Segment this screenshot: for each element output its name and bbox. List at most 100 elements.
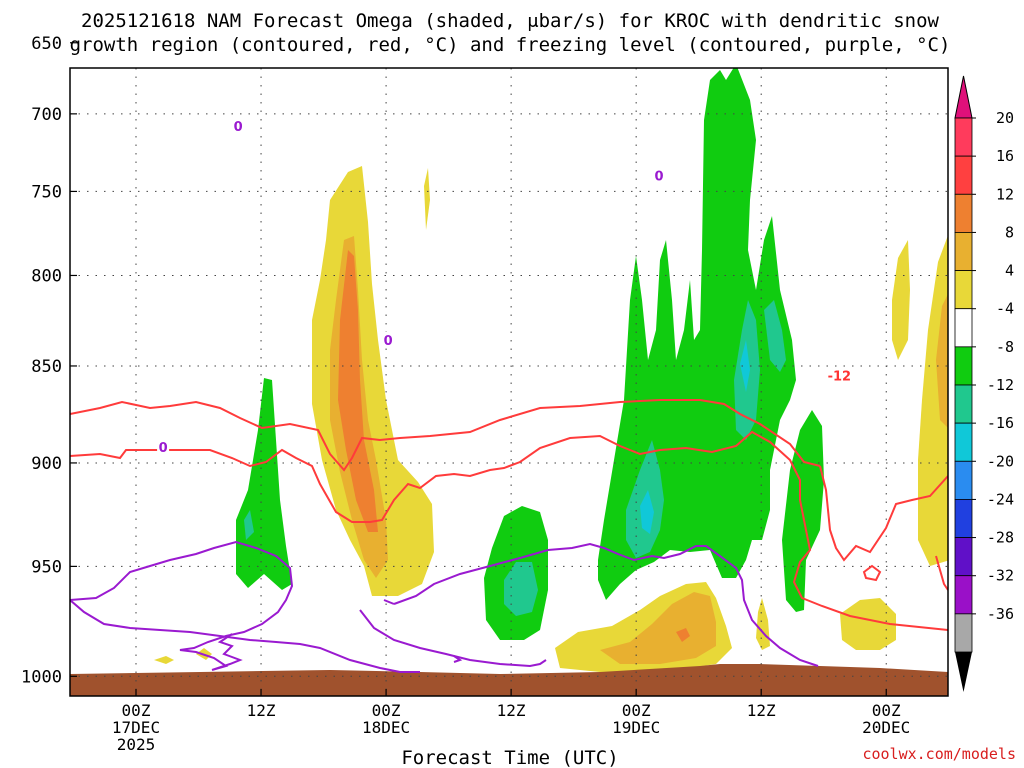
dgz-contours <box>70 399 948 631</box>
omega-negative-region <box>764 300 786 372</box>
contour-label: 0 <box>655 169 664 184</box>
omega-positive-region <box>892 240 910 360</box>
x-tick-label: 00Z <box>622 701 651 720</box>
freezing-contour-line <box>70 599 420 673</box>
x-tick-label: 00Z <box>372 701 401 720</box>
freezing-level-contours <box>70 540 819 673</box>
contour-label-background <box>382 331 395 347</box>
colorbar-swatch <box>954 193 973 233</box>
x-tick-label: 12Z <box>747 701 776 720</box>
x-tick-label: 18DEC <box>362 718 410 737</box>
omega-negative-shading <box>236 68 824 640</box>
omega-positive-region <box>424 168 430 230</box>
omega-negative-region <box>640 490 654 534</box>
x-tick-label: 19DEC <box>612 718 660 737</box>
freezing-contour-line <box>359 609 547 668</box>
terrain-surface <box>70 664 948 696</box>
colorbar-swatch <box>954 537 973 577</box>
colorbar-top-arrow <box>954 75 973 119</box>
y-tick-label: 900 <box>31 454 62 474</box>
y-tick-label: 950 <box>31 557 62 577</box>
chart-title-line1: 2025121618 NAM Forecast Omega (shaded, μ… <box>81 10 939 32</box>
x-tick-label: 17DEC <box>112 718 160 737</box>
dgz-contour-line <box>70 430 948 631</box>
colorbar-swatch <box>954 155 973 195</box>
dgz-contour-line <box>819 465 948 562</box>
y-tick-label: 650 <box>31 34 62 54</box>
contour-label-background <box>825 367 854 383</box>
y-tick-label: 800 <box>31 266 62 286</box>
x-tick-label: 00Z <box>872 701 901 720</box>
colorbar-bottom-arrow <box>955 652 972 692</box>
colorbar-swatch <box>954 575 973 615</box>
x-tick-label: 2025 <box>117 735 156 754</box>
omega-positive-region <box>338 250 378 532</box>
y-tick-label: 700 <box>31 105 62 125</box>
contour-label: -12 <box>828 369 852 384</box>
contour-label: 0 <box>384 334 393 349</box>
colorbar-label: -8 <box>996 338 1014 356</box>
x-axis-label: Forecast Time (UTC) <box>401 747 618 768</box>
omega-positive-region <box>154 656 174 664</box>
omega-negative-region <box>504 562 538 616</box>
y-tick-label: 1000 <box>21 667 62 687</box>
colorbar: 20 16 12 8 4 -4 -8 -12 -16 -20 -24 -28 -32 -36 <box>954 75 1014 692</box>
dgz-contour-line <box>862 564 882 582</box>
freezing-contour-line <box>393 542 819 667</box>
colorbar-swatch <box>954 270 973 310</box>
omega-positive-region <box>840 598 896 650</box>
colorbar-label: -12 <box>987 376 1014 394</box>
colorbar-swatch <box>954 613 973 653</box>
x-tick-label: 12Z <box>497 701 526 720</box>
colorbar-swatch <box>954 308 973 348</box>
omega-negative-region <box>740 340 750 392</box>
colorbar-label: -24 <box>987 490 1014 508</box>
colorbar-label: 12 <box>996 185 1014 203</box>
credit-text: coolwx.com/models <box>862 745 1016 763</box>
x-tick-label: 20DEC <box>862 718 910 737</box>
colorbar-swatch <box>954 384 973 424</box>
colorbar-label: -4 <box>996 300 1014 318</box>
contour-label-background <box>653 167 666 183</box>
colorbar-swatch <box>954 117 973 157</box>
freezing-contour-line <box>383 599 395 605</box>
omega-positive-region <box>936 294 948 428</box>
colorbar-label: -20 <box>987 452 1014 470</box>
colorbar-label: -28 <box>987 529 1014 547</box>
colorbar-swatch <box>954 499 973 538</box>
freezing-contour-line <box>70 540 294 671</box>
colorbar-label: 8 <box>1005 223 1014 241</box>
colorbar-label: -36 <box>987 605 1014 623</box>
colorbar-label: 16 <box>996 147 1014 165</box>
freezing-contour-line <box>453 655 463 663</box>
omega-negative-region <box>236 378 292 590</box>
omega-negative-region <box>244 510 254 540</box>
colorbar-swatch <box>954 346 973 386</box>
y-tick-label: 850 <box>31 357 62 377</box>
dgz-contour-line <box>70 399 821 472</box>
grid-lines <box>70 68 948 696</box>
colorbar-label: -32 <box>987 567 1014 585</box>
colorbar-label: -16 <box>987 414 1014 432</box>
contour-label: 0 <box>159 441 168 456</box>
contour-label: 0 <box>234 120 243 135</box>
colorbar-label: 4 <box>1005 262 1014 280</box>
y-axis: 2503003504004505005506006507007508008509… <box>21 34 77 687</box>
omega-positive-region <box>676 628 690 642</box>
contour-label-background <box>157 438 170 454</box>
colorbar-label: 20 <box>996 109 1014 127</box>
colorbar-swatch <box>954 460 973 500</box>
y-tick-label: 750 <box>31 182 62 202</box>
colorbar-swatch <box>954 422 973 462</box>
omega-positive-region <box>600 592 716 664</box>
colorbar-swatch <box>954 232 973 271</box>
contour-label-background <box>232 117 245 133</box>
x-tick-label: 00Z <box>122 701 151 720</box>
chart-title-line2: growth region (contoured, red, °C) and f… <box>70 34 951 56</box>
plot-frame <box>69 67 949 697</box>
